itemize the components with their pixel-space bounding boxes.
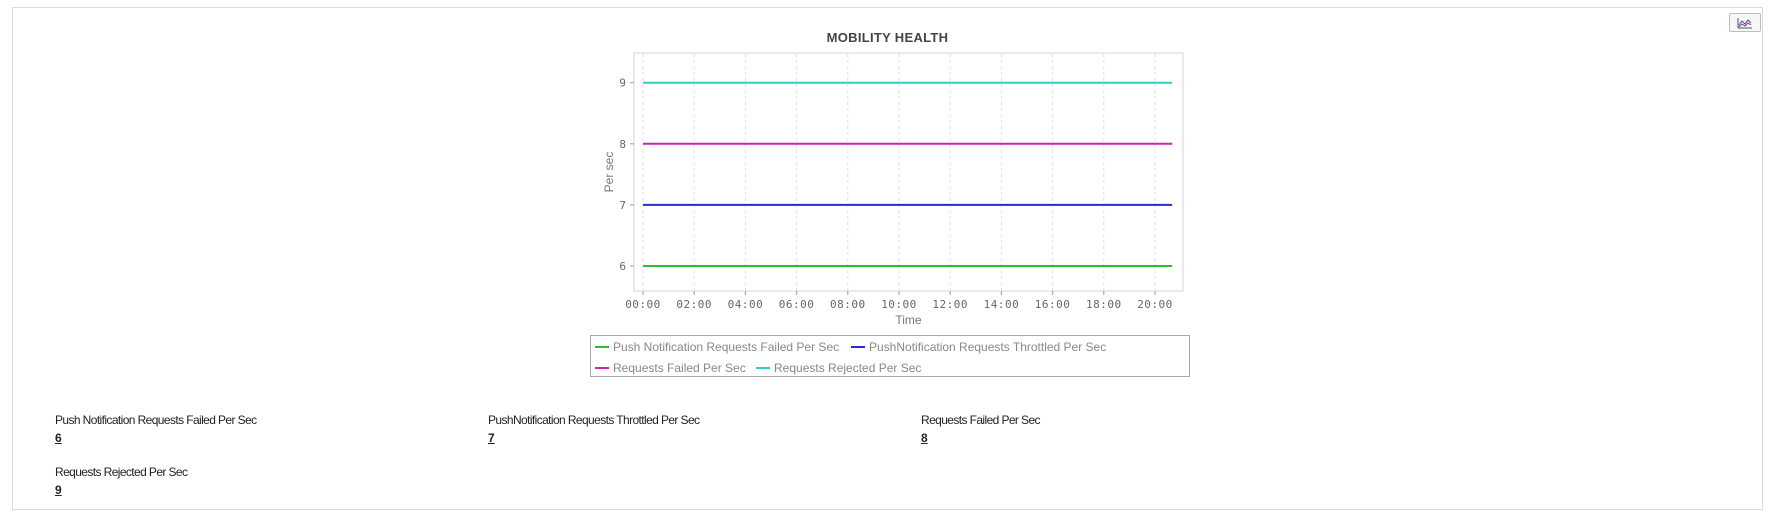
metric-label: Requests Rejected Per Sec [55, 465, 188, 479]
y-axis-label: Per sec [602, 152, 616, 193]
legend-swatch [756, 367, 770, 369]
x-tick-label: 10:00 [881, 298, 917, 311]
chart-title: MOBILITY HEALTH [826, 30, 949, 45]
line-chart-icon [1737, 17, 1752, 28]
y-tick-label: 9 [619, 77, 626, 90]
y-tick-label: 7 [619, 199, 626, 212]
legend-item[interactable]: PushNotification Requests Throttled Per … [851, 340, 1106, 354]
legend-label: Requests Rejected Per Sec [774, 361, 922, 375]
metric-value-link[interactable]: 8 [921, 431, 928, 445]
metric-label: Requests Failed Per Sec [921, 413, 1041, 427]
legend-swatch [851, 346, 865, 348]
legend-item[interactable]: Push Notification Requests Failed Per Se… [595, 340, 839, 354]
legend-swatch [595, 346, 609, 348]
legend-item[interactable]: Requests Failed Per Sec [595, 361, 746, 375]
metric-item: Requests Rejected Per Sec 9 [55, 465, 188, 497]
metric-item: Requests Failed Per Sec 8 [921, 413, 1041, 445]
x-tick-label: 04:00 [728, 298, 764, 311]
metric-value-link[interactable]: 9 [55, 483, 62, 497]
metric-item: Push Notification Requests Failed Per Se… [55, 413, 257, 445]
legend-swatch [595, 367, 609, 369]
x-tick-label: 18:00 [1086, 298, 1122, 311]
metric-label: Push Notification Requests Failed Per Se… [55, 413, 257, 427]
legend-label: PushNotification Requests Throttled Per … [869, 340, 1107, 354]
x-tick-label: 00:00 [625, 298, 661, 311]
x-axis-label: Time [895, 313, 922, 327]
x-tick-label: 08:00 [830, 298, 866, 311]
metric-item: PushNotification Requests Throttled Per … [488, 413, 700, 445]
y-tick-label: 8 [619, 138, 626, 151]
legend-item[interactable]: Requests Rejected Per Sec [756, 361, 921, 375]
chart-legend: Push Notification Requests Failed Per Se… [590, 335, 1190, 377]
x-tick-label: 14:00 [984, 298, 1020, 311]
metric-label: PushNotification Requests Throttled Per … [488, 413, 700, 427]
metric-value-link[interactable]: 7 [488, 431, 495, 445]
x-tick-label: 16:00 [1035, 298, 1071, 311]
plot-area [633, 52, 1184, 292]
x-tick-label: 20:00 [1137, 298, 1173, 311]
metric-value-link[interactable]: 6 [55, 431, 62, 445]
x-tick-label: 02:00 [676, 298, 712, 311]
legend-label: Push Notification Requests Failed Per Se… [613, 340, 840, 354]
legend-label: Requests Failed Per Sec [613, 361, 746, 375]
y-tick-label: 6 [619, 260, 626, 273]
x-tick-label: 12:00 [932, 298, 968, 311]
chart-type-button[interactable] [1729, 13, 1761, 32]
x-tick-label: 06:00 [779, 298, 815, 311]
